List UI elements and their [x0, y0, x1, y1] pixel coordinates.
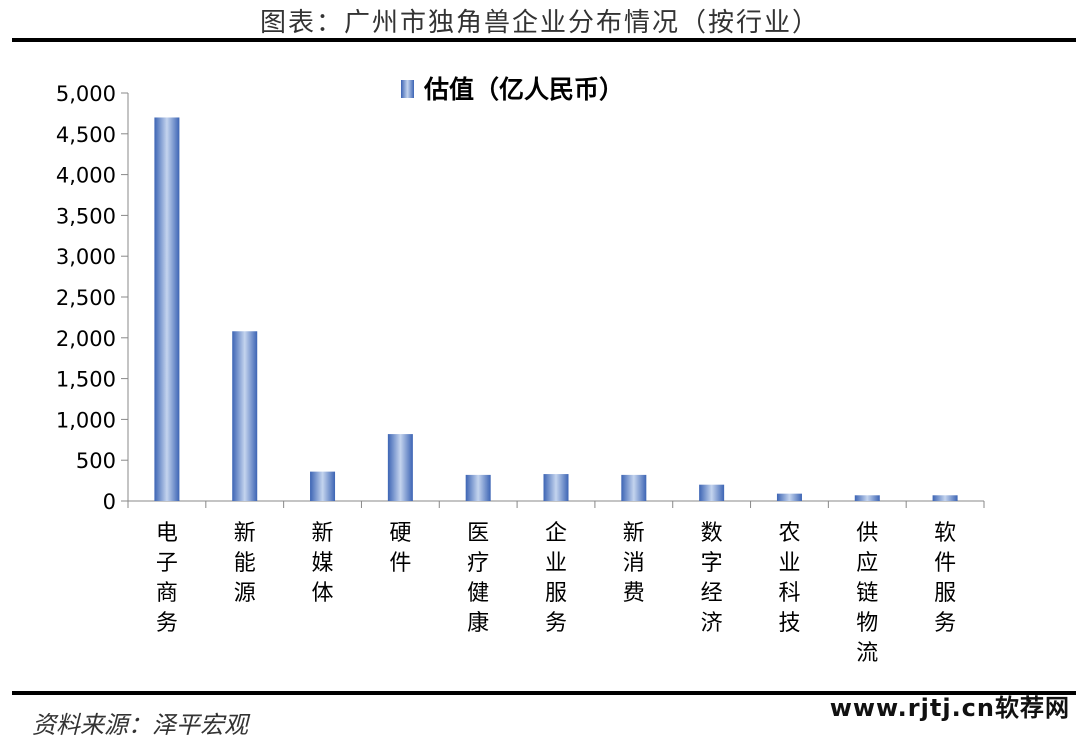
- x-tick-label: 数字经济: [701, 521, 723, 636]
- y-tick-label: 4,500: [56, 123, 116, 147]
- y-tick-label: 2,500: [56, 286, 116, 310]
- x-tick-label: 新消费: [623, 521, 645, 606]
- y-tick-label: 500: [76, 449, 116, 473]
- x-tick-label: 供应链物流: [856, 521, 878, 666]
- bar-chart: 估值（亿人民币） 0 500 1,000 1,500 2,000 2,500 3,000 3,…: [56, 75, 985, 666]
- x-tick-label: 新能源: [234, 521, 256, 606]
- x-tick-label: 农业科技: [778, 521, 800, 636]
- bar: [310, 471, 336, 501]
- bar: [776, 493, 802, 501]
- bar: [154, 117, 180, 501]
- x-tick-label: 电子商务: [156, 521, 178, 636]
- legend: 估值（亿人民币）: [401, 75, 624, 104]
- watermark: www.rjtj.cn软荐网: [829, 694, 1070, 722]
- y-tick-label: 5,000: [56, 82, 116, 106]
- bar: [543, 474, 569, 501]
- bar: [621, 474, 647, 501]
- y-tick-label: 0: [103, 490, 116, 514]
- bar: [232, 331, 258, 501]
- y-tick-label: 1,500: [56, 368, 116, 392]
- x-tick-label: 硬件: [389, 521, 411, 576]
- x-tick-label: 新媒体: [312, 521, 334, 606]
- x-tick-label: 企业服务: [545, 521, 567, 636]
- bar: [854, 495, 880, 501]
- y-tick-label: 3,000: [56, 245, 116, 269]
- x-tick-label: 软件服务: [934, 521, 956, 636]
- legend-swatch: [401, 80, 414, 98]
- bar: [932, 495, 958, 501]
- legend-label: 估值（亿人民币）: [423, 75, 624, 104]
- y-tick-label: 2,000: [56, 327, 116, 351]
- chart-title: 图表：广州市独角兽企业分布情况（按行业）: [259, 8, 820, 38]
- y-tick-label: 1,000: [56, 408, 116, 432]
- top-rule: [12, 38, 1076, 42]
- bar: [387, 434, 413, 501]
- bar: [699, 484, 725, 501]
- x-tick-label: 医疗健康: [467, 521, 489, 636]
- y-tick-label: 4,000: [56, 164, 116, 188]
- y-tick-label: 3,500: [56, 204, 116, 228]
- bar: [465, 474, 491, 501]
- source-note: 资料来源：泽平宏观: [32, 711, 248, 739]
- bottom-rule: [12, 691, 1076, 695]
